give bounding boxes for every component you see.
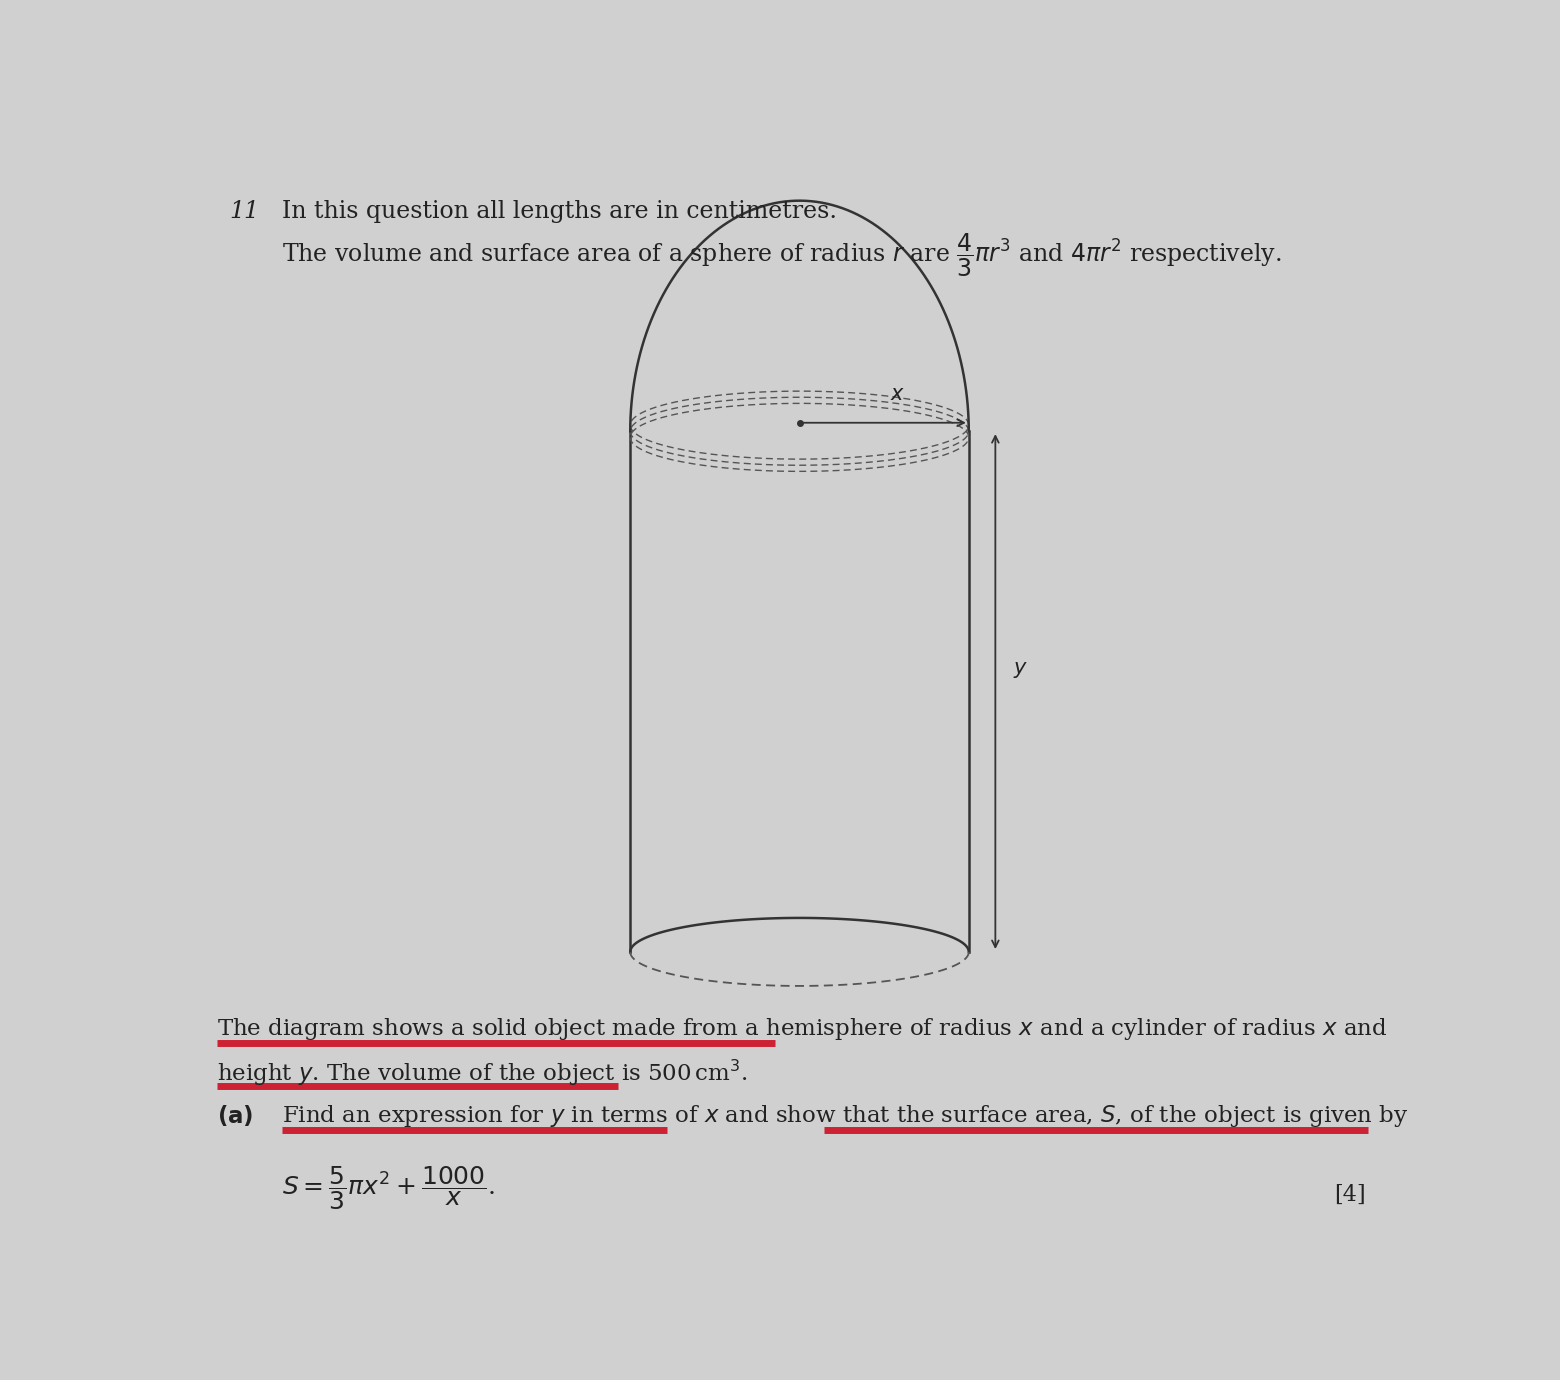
Text: $\mathbf{(a)}$: $\mathbf{(a)}$	[217, 1103, 253, 1127]
Text: Find an expression for $y$ in terms of $x$ and show that the surface area, $S$, : Find an expression for $y$ in terms of $…	[282, 1103, 1409, 1129]
Text: height $y$. The volume of the object is 500$\,$cm$^3$.: height $y$. The volume of the object is …	[217, 1058, 747, 1089]
Text: $x$: $x$	[891, 385, 905, 403]
Text: $y$: $y$	[1014, 661, 1028, 680]
Text: 11: 11	[229, 200, 259, 222]
Text: In this question all lengths are in centimetres.: In this question all lengths are in cent…	[282, 200, 838, 222]
Text: $S = \dfrac{5}{3}\pi x^2 + \dfrac{1000}{x}$.: $S = \dfrac{5}{3}\pi x^2 + \dfrac{1000}{…	[282, 1165, 496, 1212]
Text: The volume and surface area of a sphere of radius $r$ are $\dfrac{4}{3}\pi r^3$ : The volume and surface area of a sphere …	[282, 232, 1282, 279]
Text: [4]: [4]	[1334, 1184, 1365, 1206]
Text: The diagram shows a solid object made from a hemisphere of radius $x$ and a cyli: The diagram shows a solid object made fr…	[217, 1016, 1387, 1042]
